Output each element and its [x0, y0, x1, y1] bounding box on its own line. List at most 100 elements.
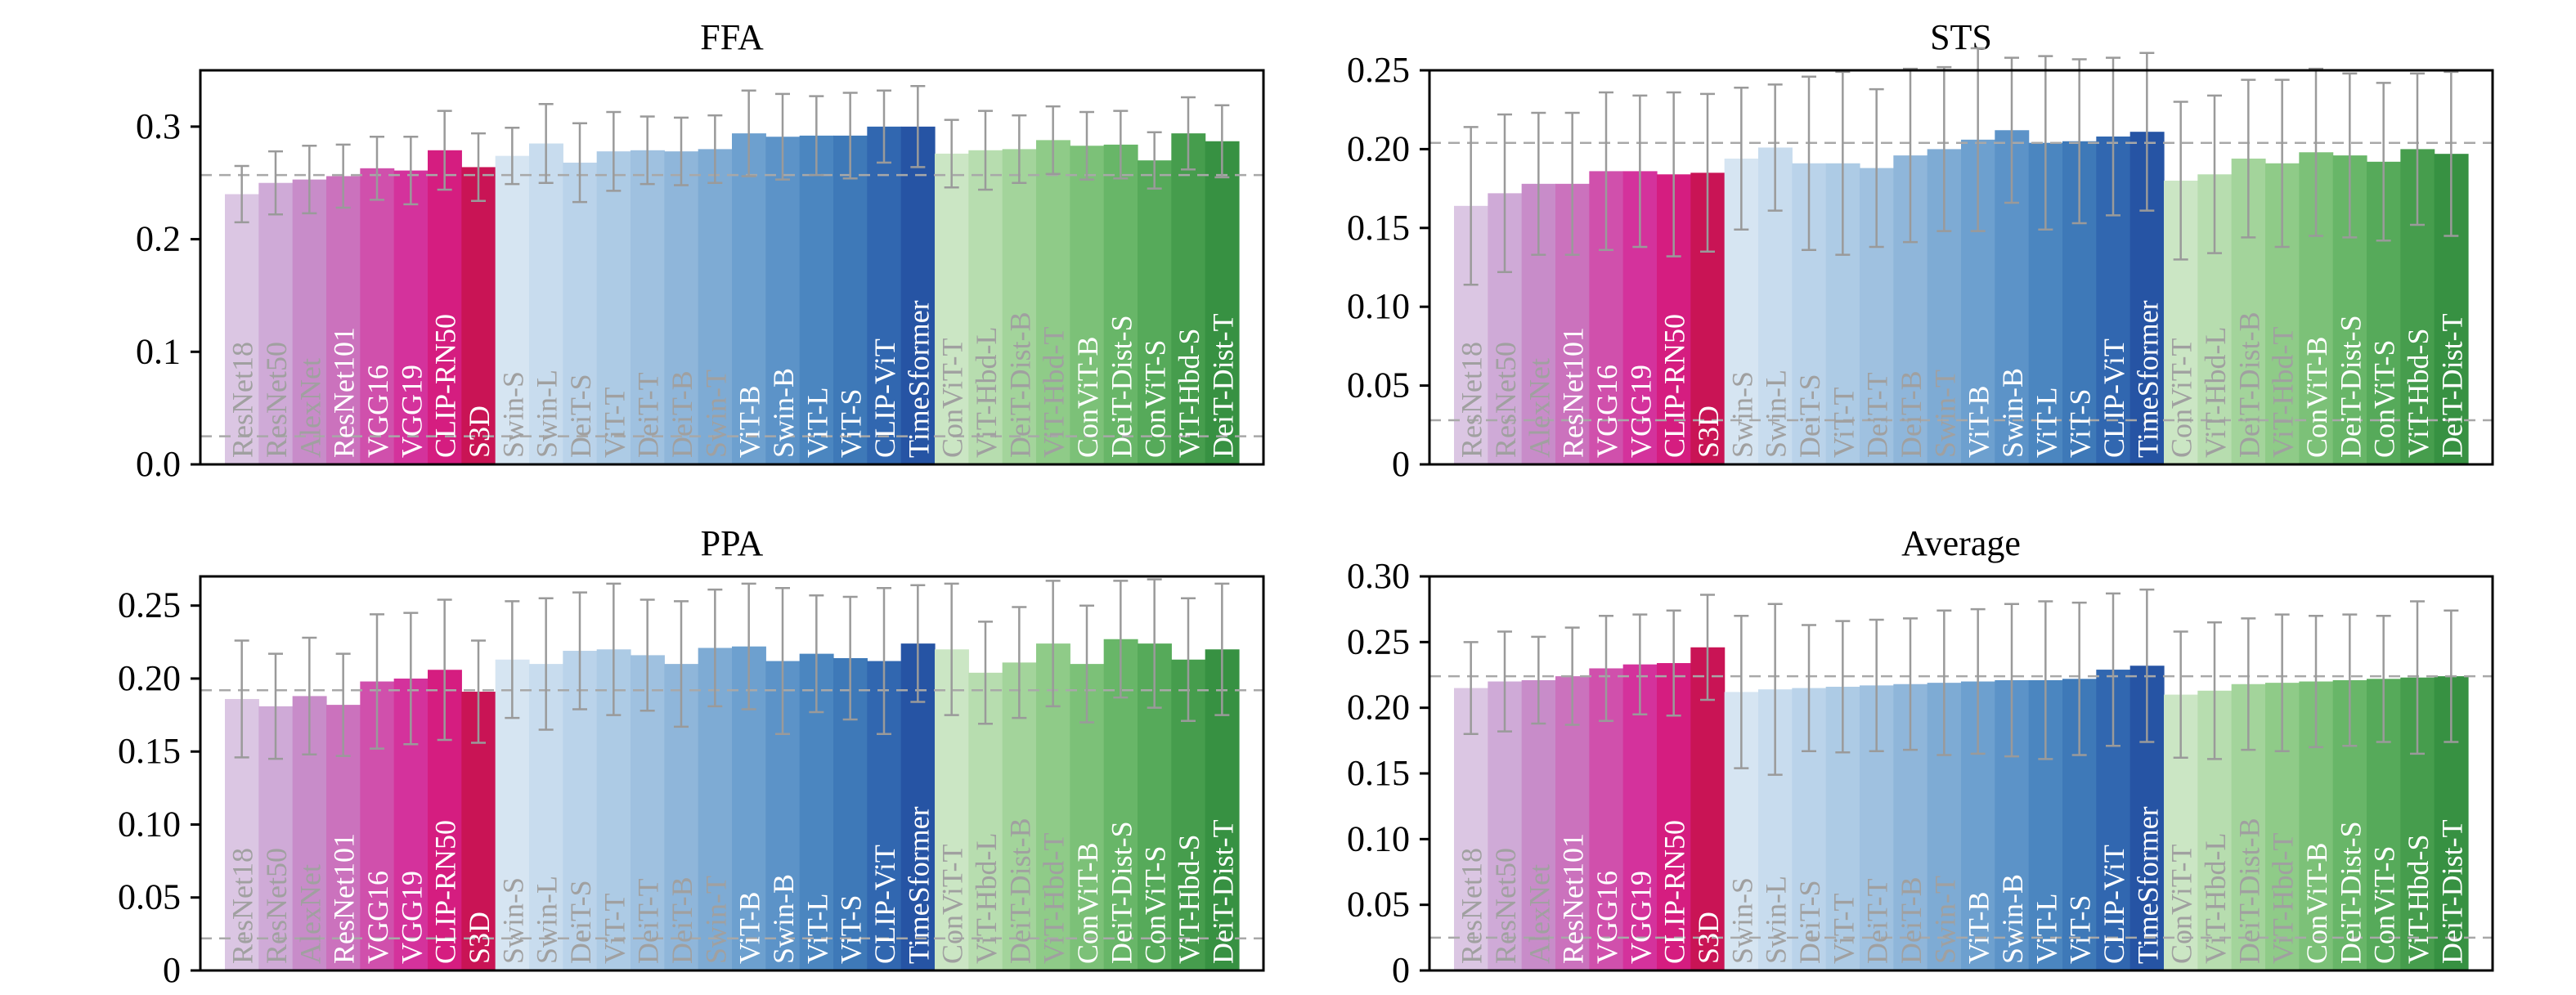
error-bar-ppa-s3d: [471, 639, 486, 744]
error-bar-average-vit-s: [2071, 601, 2087, 756]
bar-label-average-resnet18: ResNet18: [1456, 848, 1488, 964]
bar-label-ffa-resnet101: ResNet101: [328, 327, 361, 458]
bar-label-average-vgg16: VGG16: [1591, 871, 1623, 964]
y-tick-label-ffa-3: 0.3: [136, 106, 181, 146]
bar-ffa-vit-hbd-s: [1171, 133, 1206, 464]
error-bar-sts-convit-b: [2309, 67, 2323, 237]
bar-label-average-vit-b: ViT-B: [1963, 891, 1995, 964]
error-bar-sts-resnet18: [1463, 126, 1479, 286]
bar-label-ffa-deit-dist-s: DeiT-Dist-S: [1105, 315, 1138, 458]
error-bar-average-vit-hbd-t: [2274, 613, 2290, 752]
bar-ffa-alexnet: [292, 179, 327, 464]
bar-label-ppa-deit-dist-s: DeiT-Dist-S: [1105, 821, 1138, 964]
error-bar-ffa-vit-s: [842, 92, 858, 180]
error-bar-sts-swin-s: [1734, 86, 1749, 231]
bar-ffa-resnet18: [225, 194, 259, 465]
error-bar-average-convit-b: [2309, 614, 2323, 749]
bar-ffa-swin-t: [698, 149, 733, 464]
bar-ffa-deit-dist-b: [1002, 149, 1037, 464]
y-tick-label-average-4: 0.20: [1347, 688, 1410, 728]
error-bar-sts-swin-l: [1767, 83, 1783, 212]
error-bar-ffa-swin-l: [538, 103, 554, 184]
chart-title-ppa: PPA: [701, 523, 764, 563]
bar-label-sts-vit-t: ViT-T: [1827, 387, 1860, 458]
bar-label-ffa-resnet50: ResNet50: [260, 342, 293, 458]
error-bar-sts-clip-rn50: [1666, 91, 1681, 258]
error-bar-ppa-resnet50: [268, 652, 283, 760]
error-bar-ffa-vit-hbd-l: [978, 110, 993, 191]
bar-label-average-s3d: S3D: [1692, 912, 1725, 964]
error-bar-ppa-resnet101: [335, 652, 351, 757]
bar-label-sts-deit-dist-t: DeiT-Dist-T: [2435, 313, 2468, 458]
bar-label-average-deit-s: DeiT-S: [1793, 880, 1826, 964]
error-bar-sts-convit-s: [2376, 82, 2391, 242]
y-tick-label-sts-0: 0: [1392, 444, 1410, 484]
bar-label-sts-timesformer: TimeSformer: [2131, 300, 2164, 458]
bar-label-average-clip-rn50: CLIP-RN50: [1658, 820, 1691, 964]
bar-ffa-resnet101: [326, 176, 361, 464]
error-bar-sts-vit-hbd-t: [2274, 78, 2290, 249]
bar-label-ffa-clip-vit: CLIP-ViT: [868, 338, 901, 458]
bar-ffa-convit-t: [935, 153, 969, 464]
error-bar-average-deit-dist-t: [2444, 609, 2459, 743]
error-bar-sts-vit-hbd-l: [2207, 94, 2222, 254]
bar-label-sts-deit-b: DeiT-B: [1895, 370, 1928, 458]
error-bar-ffa-vit-l: [809, 95, 824, 177]
bar-ffa-clip-vit: [867, 126, 902, 465]
bar-label-ffa-convit-s: ConViT-S: [1139, 339, 1172, 458]
bar-label-average-deit-dist-s: DeiT-Dist-S: [2334, 821, 2367, 964]
bar-label-ppa-timesformer: TimeSformer: [902, 806, 935, 964]
bar-label-sts-deit-dist-b: DeiT-Dist-B: [2233, 311, 2265, 458]
error-bar-average-swin-s: [1734, 614, 1749, 769]
error-bar-ppa-swin-l: [538, 597, 554, 731]
error-bar-ffa-swin-s: [505, 126, 520, 186]
bar-label-sts-swin-t: Swin-T: [1928, 370, 1961, 458]
y-tick-label-sts-5: 0.25: [1347, 50, 1410, 90]
error-bar-ffa-deit-t: [640, 115, 655, 186]
y-tick-label-sts-4: 0.20: [1347, 128, 1410, 168]
bar-label-ppa-vit-s: ViT-S: [835, 894, 868, 964]
bar-label-ffa-alexnet: AlexNet: [294, 358, 326, 458]
error-bar-average-alexnet: [1531, 635, 1546, 725]
bar-label-ppa-vit-hbd-s: ViT-Hbd-S: [1173, 834, 1205, 964]
bar-ffa-clip-rn50: [428, 150, 462, 464]
bar-ffa-vit-b: [732, 133, 766, 464]
bar-label-average-swin-t: Swin-T: [1928, 876, 1961, 964]
bar-label-ffa-deit-b: DeiT-B: [666, 370, 698, 458]
bar-label-sts-convit-t: ConViT-T: [2165, 338, 2198, 458]
error-bar-ppa-swin-s: [505, 600, 520, 719]
bar-label-sts-swin-s: Swin-S: [1726, 371, 1758, 458]
bar-ffa-vgg19: [393, 170, 429, 464]
bar-label-ppa-deit-dist-t: DeiT-Dist-T: [1206, 819, 1239, 964]
bar-label-sts-vit-s: ViT-S: [2064, 388, 2097, 458]
error-bar-ppa-vit-hbd-t: [1045, 580, 1061, 708]
error-bar-average-vit-l: [2038, 600, 2053, 760]
bar-label-average-timesformer: TimeSformer: [2131, 806, 2164, 964]
y-tick-label-average-6: 0.30: [1347, 556, 1410, 596]
panel-sts: STS ResNet18 ResNet50 AlexNet ResNet101 VGG16…: [1347, 17, 2494, 484]
bar-label-sts-vgg19: VGG19: [1624, 365, 1657, 458]
bar-label-ffa-clip-rn50: CLIP-RN50: [429, 314, 462, 458]
error-bar-ppa-convit-b: [1079, 604, 1094, 724]
error-bar-average-vit-t: [1835, 620, 1851, 754]
bar-label-sts-deit-dist-s: DeiT-Dist-S: [2334, 315, 2367, 458]
bar-label-ppa-convit-t: ConViT-T: [936, 844, 969, 964]
error-bar-ffa-vgg16: [370, 136, 384, 201]
bar-label-average-convit-s: ConViT-S: [2368, 845, 2401, 964]
bar-label-ffa-vit-hbd-s: ViT-Hbd-S: [1173, 328, 1205, 458]
error-bar-ffa-resnet101: [335, 143, 351, 209]
bar-label-ppa-clip-rn50: CLIP-RN50: [429, 820, 462, 964]
y-tick-label-ppa-5: 0.25: [118, 585, 181, 625]
error-bar-ppa-deit-b: [674, 600, 689, 728]
error-bar-sts-deit-dist-b: [2241, 78, 2256, 239]
error-bar-sts-deit-b: [1903, 67, 1918, 244]
bar-label-average-deit-dist-b: DeiT-Dist-B: [2233, 818, 2265, 964]
error-bar-ppa-deit-dist-b: [1012, 606, 1027, 719]
y-tick-label-sts-3: 0.15: [1347, 208, 1410, 248]
bar-label-sts-deit-s: DeiT-S: [1793, 374, 1826, 458]
bar-label-sts-resnet50: ResNet50: [1489, 342, 1522, 458]
bar-label-sts-clip-rn50: CLIP-RN50: [1658, 314, 1691, 458]
error-bar-average-vgg19: [1632, 613, 1648, 715]
error-bar-average-resnet18: [1463, 641, 1479, 736]
error-bar-average-deit-b: [1903, 617, 1918, 751]
